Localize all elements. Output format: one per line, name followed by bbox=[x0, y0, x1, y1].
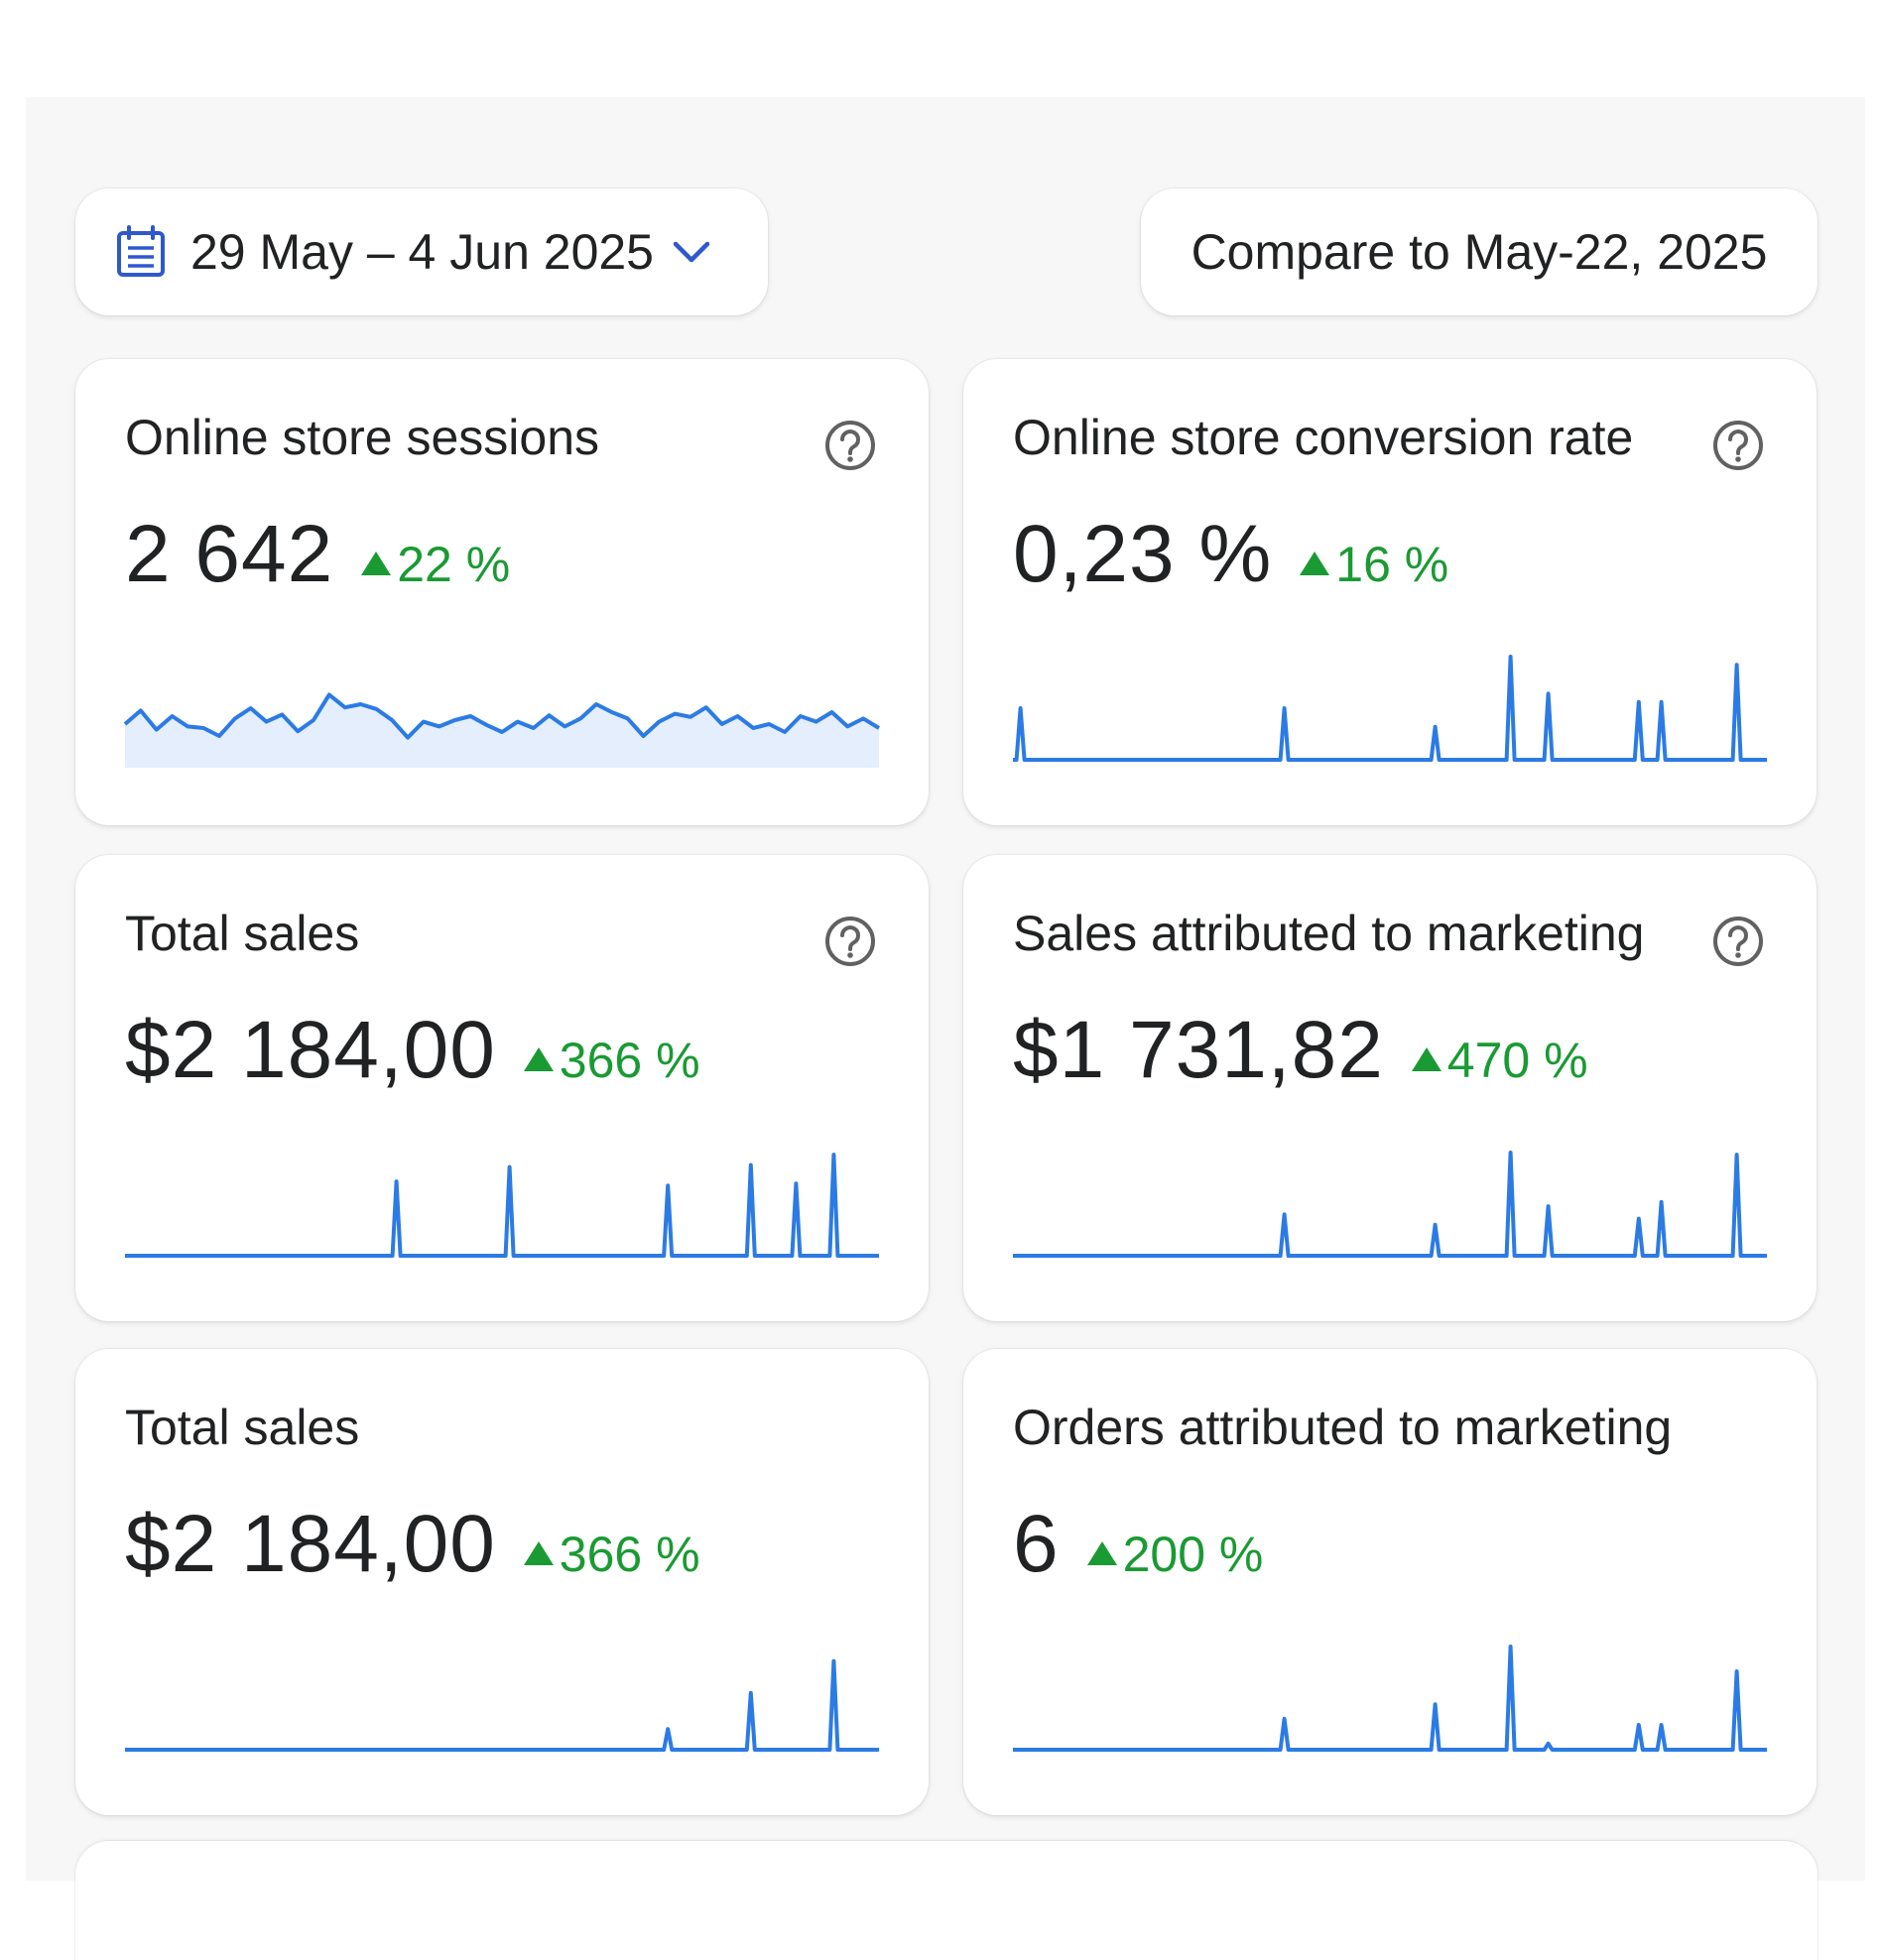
delta-value: 22 % bbox=[397, 537, 511, 592]
sparkline-line bbox=[1013, 655, 1767, 762]
sparkline-line bbox=[1013, 1151, 1767, 1258]
metric-value: $2 184,00 bbox=[125, 1005, 496, 1095]
date-range-label: 29 May – 4 Jun 2025 bbox=[190, 224, 654, 280]
metric-value: 6 bbox=[1013, 1499, 1060, 1589]
delta-value: 16 % bbox=[1335, 537, 1449, 592]
compare-period-label: Compare to May-22, 2025 bbox=[1191, 224, 1768, 280]
arrow-up-icon bbox=[1300, 551, 1330, 575]
conversion-rate-card[interactable]: Online store conversion rate 0,23 % 16 % bbox=[963, 359, 1817, 825]
delta-badge: 366 % bbox=[523, 1526, 700, 1583]
metric-value: $2 184,00 bbox=[125, 1499, 496, 1589]
sparkline-chart bbox=[1013, 1645, 1767, 1752]
metric-value: $1 731,82 bbox=[1013, 1005, 1384, 1095]
arrow-up-icon bbox=[361, 551, 392, 575]
card-title: Sales attributed to marketing bbox=[1013, 906, 1645, 961]
sparkline-area bbox=[125, 694, 879, 768]
delta-badge: 366 % bbox=[523, 1032, 700, 1089]
date-range-picker[interactable]: 29 May – 4 Jun 2025 bbox=[75, 188, 768, 315]
help-icon[interactable] bbox=[823, 419, 877, 472]
help-icon[interactable] bbox=[1711, 419, 1765, 472]
sparkline-chart bbox=[1013, 655, 1767, 762]
analytics-dashboard: 29 May – 4 Jun 2025 Compare to May-22, 2… bbox=[26, 97, 1865, 1960]
metric-row: $2 184,00 366 % bbox=[125, 1004, 700, 1097]
delta-badge: 470 % bbox=[1411, 1032, 1588, 1089]
delta-value: 200 % bbox=[1122, 1527, 1264, 1582]
metric-row: 6 200 % bbox=[1013, 1498, 1263, 1591]
metric-row: 0,23 % 16 % bbox=[1013, 508, 1448, 601]
metric-row: $2 184,00 366 % bbox=[125, 1498, 700, 1591]
compare-period-button[interactable]: Compare to May-22, 2025 bbox=[1141, 188, 1818, 315]
delta-badge: 200 % bbox=[1086, 1526, 1264, 1583]
metric-value: 0,23 % bbox=[1013, 509, 1273, 599]
sparkline-chart bbox=[123, 692, 881, 768]
arrow-up-icon bbox=[1411, 1047, 1442, 1071]
sparkline-chart bbox=[125, 1153, 879, 1258]
delta-value: 366 % bbox=[559, 1033, 700, 1088]
sparkline-chart bbox=[1013, 1151, 1767, 1258]
delta-value: 470 % bbox=[1446, 1033, 1588, 1088]
chevron-down-icon bbox=[673, 241, 710, 263]
help-icon[interactable] bbox=[823, 915, 877, 968]
card-title: Online store sessions bbox=[125, 410, 600, 465]
orders-attributed-marketing-card[interactable]: Orders attributed to marketing 6 200 % bbox=[963, 1349, 1817, 1815]
card-title: Total sales bbox=[125, 906, 360, 961]
sparkline-line bbox=[123, 692, 881, 740]
metric-value: 2 642 bbox=[125, 509, 334, 599]
total-sales-card[interactable]: Total sales $2 184,00 366 % bbox=[75, 855, 929, 1321]
card-title: Online store conversion rate bbox=[1013, 410, 1634, 465]
delta-badge: 16 % bbox=[1300, 536, 1448, 593]
sparkline-line bbox=[1013, 1645, 1767, 1752]
card-title: Total sales bbox=[125, 1400, 360, 1455]
calendar-icon bbox=[117, 225, 165, 277]
delta-value: 366 % bbox=[559, 1527, 700, 1582]
arrow-up-icon bbox=[523, 1047, 554, 1071]
online-store-sessions-card[interactable]: Online store sessions 2 642 22 % bbox=[75, 359, 929, 825]
sales-attributed-marketing-card[interactable]: Sales attributed to marketing $1 731,82 47… bbox=[963, 855, 1817, 1321]
next-card-partial bbox=[75, 1841, 1818, 1960]
arrow-up-icon bbox=[523, 1541, 554, 1565]
sparkline-line bbox=[125, 1658, 879, 1752]
metric-row: 2 642 22 % bbox=[125, 508, 510, 601]
metric-row: $1 731,82 470 % bbox=[1013, 1004, 1588, 1097]
sparkline-chart bbox=[125, 1658, 879, 1752]
help-icon[interactable] bbox=[1711, 915, 1765, 968]
delta-badge: 22 % bbox=[361, 536, 510, 593]
arrow-up-icon bbox=[1086, 1541, 1117, 1565]
card-title: Orders attributed to marketing bbox=[1013, 1400, 1673, 1455]
total-sales-card-2[interactable]: Total sales $2 184,00 366 % bbox=[75, 1349, 929, 1815]
sparkline-line bbox=[125, 1153, 879, 1258]
